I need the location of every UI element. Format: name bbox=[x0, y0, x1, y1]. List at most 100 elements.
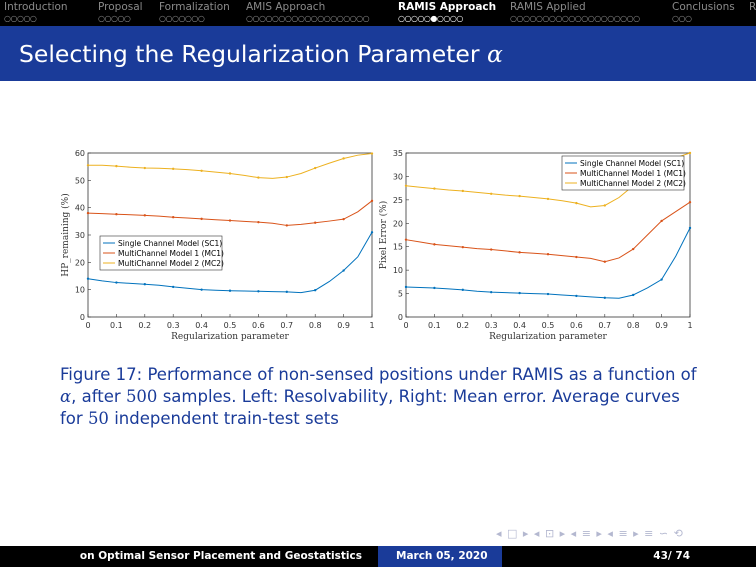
x-tick-label: 0.5 bbox=[224, 321, 237, 330]
nav-dots-ramis-approach[interactable]: ○○○○○●○○○○ bbox=[398, 14, 463, 23]
y-tick-label: 20 bbox=[393, 219, 403, 228]
data-point bbox=[575, 294, 578, 298]
data-point bbox=[200, 169, 203, 172]
nav-dots-conclusions[interactable]: ○○○ bbox=[672, 14, 692, 23]
legend-box bbox=[99, 235, 223, 271]
footer-title: on Optimal Sensor Placement and Geostati… bbox=[0, 546, 378, 567]
legend-label-mc2: MultiChannel Model 2 (MC2) bbox=[118, 259, 224, 268]
x-tick-label: 0.3 bbox=[167, 321, 180, 330]
alpha-symbol: α bbox=[486, 40, 503, 68]
data-point bbox=[660, 219, 663, 223]
caption-text-3: samples. Left: Resolvability, Right: Mea… bbox=[60, 387, 680, 428]
data-point bbox=[285, 224, 288, 227]
data-point bbox=[228, 219, 232, 222]
data-point bbox=[490, 248, 493, 251]
plot-area bbox=[87, 152, 373, 318]
nav-section-introduction[interactable]: Introduction bbox=[4, 1, 68, 13]
y-tick-label: 30 bbox=[75, 231, 85, 240]
y-tick-label: 40 bbox=[75, 204, 85, 213]
data-point bbox=[257, 290, 260, 293]
data-point bbox=[546, 197, 550, 201]
title-bar bbox=[0, 26, 756, 81]
data-point bbox=[518, 291, 521, 295]
data-point bbox=[115, 281, 118, 284]
nav-section-ramis-applied[interactable]: RAMIS Applied bbox=[510, 1, 586, 13]
nav-dots-introduction[interactable]: ○○○○○ bbox=[4, 14, 37, 23]
y-tick-label: 5 bbox=[398, 290, 403, 299]
legend-label-mc1: MultiChannel Model 1 (MC1) bbox=[580, 169, 686, 178]
nav-section-conclusions[interactable]: Conclusions bbox=[672, 1, 735, 13]
data-point bbox=[603, 296, 606, 299]
legend-label-sc1: Single Channel Model (SC1) bbox=[580, 159, 684, 168]
nav-dots-ramis-applied[interactable]: ○○○○○○○○○○○○○○○○○○○○ bbox=[510, 14, 640, 23]
data-point bbox=[86, 164, 90, 167]
data-point bbox=[632, 293, 635, 297]
data-point bbox=[285, 175, 288, 179]
data-point bbox=[490, 290, 493, 294]
nav-section-formalization[interactable]: Formalization bbox=[159, 1, 230, 13]
x-tick-label: 0 bbox=[403, 321, 408, 330]
axis-ticks: 0 0.1 0.2 0.3 0.4 0.5 0.6 0.7 0.8 0.9 105101520253… bbox=[393, 149, 693, 330]
nav-section-references[interactable]: R bbox=[749, 1, 756, 13]
data-point bbox=[86, 277, 90, 280]
nav-dots-proposal[interactable]: ○○○○○ bbox=[98, 14, 131, 23]
legend: Single Channel Model (SC1) MultiChannel … bbox=[99, 235, 224, 271]
y-tick-label: 30 bbox=[393, 172, 403, 181]
caption-sets: 50 bbox=[87, 409, 109, 428]
y-axis-label: Pixel Error (%) bbox=[378, 201, 389, 269]
legend: Single Channel Model (SC1) MultiChannel … bbox=[561, 155, 686, 191]
x-tick-label: 0.7 bbox=[598, 321, 611, 330]
nav-dots-amis-approach[interactable]: ○○○○○○○○○○○○○○○○○○○ bbox=[246, 14, 370, 23]
x-tick-label: 0.8 bbox=[627, 321, 640, 330]
nav-section-proposal[interactable]: Proposal bbox=[98, 1, 143, 13]
nav-section-ramis-approach[interactable]: RAMIS Approach bbox=[398, 1, 497, 13]
x-tick-label: 0.3 bbox=[485, 321, 498, 330]
nav-section-amis-approach[interactable]: AMIS Approach bbox=[246, 1, 326, 13]
beamer-navigation-icons[interactable]: ◂ □ ▸ ◂ ⊡ ▸ ◂ ≡ ▸ ◂ ≡ ▸ ≡ ∽ ⟲ bbox=[496, 527, 684, 540]
x-tick-label: 0.2 bbox=[456, 321, 469, 330]
data-point bbox=[228, 172, 232, 175]
data-point bbox=[143, 166, 146, 170]
x-tick-label: 1 bbox=[369, 321, 374, 330]
data-point bbox=[688, 201, 692, 204]
data-point bbox=[314, 221, 317, 224]
x-tick-label: 0.4 bbox=[195, 321, 208, 330]
data-point bbox=[200, 217, 203, 221]
y-tick-label: 60 bbox=[75, 149, 85, 158]
data-point bbox=[228, 289, 232, 292]
section-navigation: Introduction ○○○○○ Proposal ○○○○○ Formal… bbox=[0, 0, 756, 26]
y-tick-label: 0 bbox=[80, 313, 85, 322]
y-axis-label: HP_remaining (%) bbox=[60, 193, 71, 276]
data-point bbox=[314, 166, 317, 170]
y-tick-label: 20 bbox=[75, 258, 85, 267]
y-tick-label: 0 bbox=[398, 313, 403, 322]
footer-date: March 05, 2020 bbox=[378, 546, 502, 567]
axis-ticks: 0 0.1 0.2 0.3 0.4 0.5 0.6 0.7 0.8 0.9 101020304050… bbox=[75, 149, 375, 330]
data-point bbox=[314, 289, 317, 292]
x-tick-label: 0.5 bbox=[542, 321, 555, 330]
data-point bbox=[575, 255, 578, 259]
nav-dots-formalization[interactable]: ○○○○○○○ bbox=[159, 14, 205, 23]
data-point bbox=[370, 231, 374, 234]
data-point bbox=[603, 260, 606, 263]
data-point bbox=[688, 151, 692, 155]
resolvability-chart: 0 0.1 0.2 0.3 0.4 0.5 0.6 0.7 0.8 0.9 101020304050… bbox=[60, 149, 375, 342]
data-point bbox=[342, 217, 345, 221]
data-point bbox=[172, 216, 175, 219]
x-tick-label: 0.9 bbox=[337, 321, 350, 330]
caption-samples: 500 bbox=[125, 387, 158, 406]
data-point bbox=[433, 187, 436, 190]
data-point bbox=[546, 253, 550, 256]
data-point bbox=[518, 251, 521, 254]
data-point bbox=[285, 290, 288, 294]
x-tick-label: 0 bbox=[85, 321, 90, 330]
data-point bbox=[115, 164, 118, 168]
caption-text-4: independent train-test sets bbox=[114, 409, 339, 428]
x-tick-label: 0.1 bbox=[428, 321, 441, 330]
pixel-error-chart: 0 0.1 0.2 0.3 0.4 0.5 0.6 0.7 0.8 0.9 105101520253… bbox=[378, 149, 693, 342]
data-point bbox=[143, 283, 146, 286]
figure-caption: Figure 17: Performance of non-sensed pos… bbox=[60, 364, 700, 430]
legend-label-mc1: MultiChannel Model 1 (MC1) bbox=[118, 249, 224, 258]
y-tick-label: 10 bbox=[75, 286, 85, 295]
footer-page-number: 43/ 74 bbox=[502, 546, 756, 567]
